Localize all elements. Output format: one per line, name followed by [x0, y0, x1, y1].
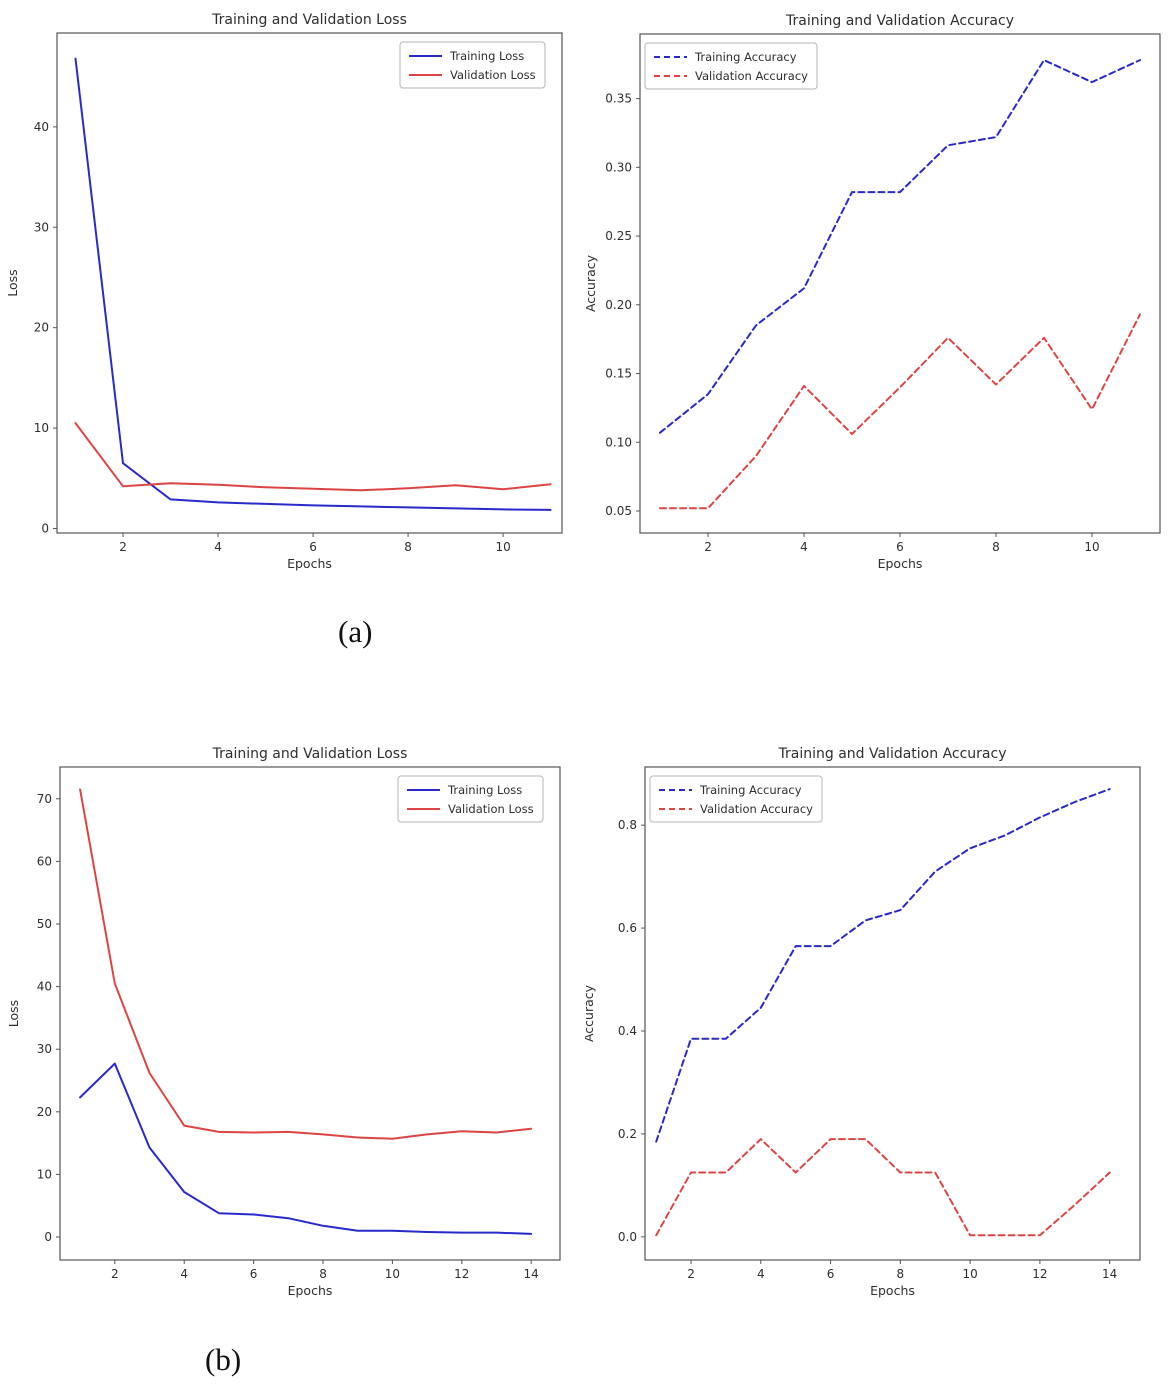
legend-box — [399, 41, 546, 89]
y-tick-label: 10 — [34, 421, 49, 435]
y-tick-label: 0.05 — [605, 504, 632, 518]
series-validation-loss — [79, 788, 533, 1140]
x-tick-label: 6 — [309, 540, 317, 554]
chart-title: Training and Validation Accuracy — [785, 13, 1014, 29]
series-validation-accuracy — [655, 1138, 1111, 1237]
x-tick-label: 6 — [896, 540, 904, 554]
y-tick-label: 50 — [37, 917, 52, 931]
x-tick-label: 12 — [1032, 1267, 1047, 1281]
x-tick-label: 12 — [454, 1267, 469, 1281]
x-tick-label: 10 — [962, 1267, 977, 1281]
y-tick-label: 20 — [34, 321, 49, 335]
y-tick-label: 0.4 — [618, 1024, 637, 1038]
plot-border — [639, 33, 1161, 534]
y-axis-label: Loss — [5, 269, 20, 296]
y-tick-label: 0.15 — [605, 367, 632, 381]
series-training-accuracy — [659, 59, 1141, 434]
x-tick-label: 6 — [250, 1267, 258, 1281]
legend-label-validation-loss: Validation Loss — [450, 68, 536, 82]
y-tick-label: 0 — [41, 521, 49, 535]
x-tick-label: 4 — [214, 540, 222, 554]
y-tick-label: 40 — [34, 120, 49, 134]
y-tick-label: 40 — [37, 980, 52, 994]
caption-a: (a) — [338, 614, 373, 649]
y-tick-label: 30 — [37, 1042, 52, 1056]
series-training-loss — [74, 57, 552, 511]
y-tick-label: 0.25 — [605, 229, 632, 243]
chart-title: Training and Validation Loss — [212, 746, 408, 762]
legend-box — [397, 775, 544, 823]
x-tick-label: 14 — [524, 1267, 539, 1281]
chart-title: Training and Validation Accuracy — [778, 746, 1007, 762]
x-tick-label: 8 — [404, 540, 412, 554]
x-tick-label: 8 — [992, 540, 1000, 554]
y-tick-label: 0.0 — [618, 1230, 637, 1244]
chart-canvas-a-accuracy: Training and Validation Accuracy 2 4 6 8 10 0.… — [583, 13, 1161, 571]
y-axis-label: Accuracy — [585, 984, 596, 1042]
x-tick-label: 6 — [827, 1267, 835, 1281]
plot-border — [56, 32, 563, 534]
chart-canvas-b-accuracy: Training and Validation Accuracy 2 4 6 8 10 12… — [581, 746, 1141, 1298]
y-tick-label: 0.35 — [605, 92, 632, 106]
y-axis-label: Loss — [6, 1000, 21, 1027]
caption-b: (b) — [205, 1342, 242, 1377]
chart-a-training-validation-accuracy: Training and Validation Accuracy 2 4 6 8 10 0.… — [583, 0, 1170, 624]
x-tick-label: 10 — [385, 1267, 400, 1281]
series-validation-loss — [74, 422, 552, 492]
y-tick-label: 0.2 — [618, 1127, 637, 1141]
chart-canvas-a-loss: Training and Validation Loss 2 4 6 8 10 0 10 20 3… — [5, 12, 563, 571]
legend-box — [644, 42, 818, 90]
plot-border — [59, 766, 561, 1261]
x-tick-label: 2 — [687, 1267, 695, 1281]
y-tick-label: 60 — [37, 854, 52, 868]
x-tick-label: 4 — [800, 540, 808, 554]
x-tick-label: 14 — [1102, 1267, 1117, 1281]
legend-box — [649, 775, 823, 823]
legend-label-training-loss: Training Loss — [449, 49, 524, 63]
y-tick-label: 70 — [37, 792, 52, 806]
x-tick-label: 10 — [1084, 540, 1099, 554]
x-axis-label: Epochs — [288, 1283, 333, 1298]
chart-canvas-b-loss: Training and Validation Loss 2 4 6 8 10 12 14 0 1… — [6, 746, 561, 1298]
x-tick-label: 2 — [704, 540, 712, 554]
y-tick-label: 30 — [34, 220, 49, 234]
y-tick-label: 0.20 — [605, 298, 632, 312]
plot-border — [644, 766, 1141, 1261]
chart-a-training-validation-loss: Training and Validation Loss 2 4 6 8 10 0 10 20 3… — [0, 0, 585, 624]
series-validation-accuracy — [659, 313, 1141, 510]
series-training-loss — [79, 1062, 533, 1235]
x-axis-label: Epochs — [878, 556, 923, 571]
legend-label-training-accuracy: Training Accuracy — [699, 783, 802, 797]
legend-label-validation-accuracy: Validation Accuracy — [695, 69, 808, 83]
y-tick-label: 0.30 — [605, 160, 632, 174]
legend-label-training-loss: Training Loss — [447, 783, 522, 797]
y-tick-label: 10 — [37, 1167, 52, 1181]
x-tick-label: 8 — [897, 1267, 905, 1281]
chart-b-training-validation-accuracy: Training and Validation Accuracy 2 4 6 8 10 12… — [581, 735, 1170, 1359]
x-tick-label: 8 — [319, 1267, 327, 1281]
x-tick-label: 4 — [757, 1267, 765, 1281]
legend-label-training-accuracy: Training Accuracy — [694, 50, 797, 64]
series-training-accuracy — [655, 788, 1111, 1143]
legend-label-validation-loss: Validation Loss — [448, 802, 534, 816]
x-tick-label: 2 — [111, 1267, 119, 1281]
x-tick-label: 2 — [119, 540, 127, 554]
y-tick-label: 0.8 — [618, 818, 637, 832]
chart-b-training-validation-loss: Training and Validation Loss 2 4 6 8 10 12 14 0 1… — [0, 735, 585, 1359]
y-axis-label: Accuracy — [585, 254, 598, 312]
x-axis-label: Epochs — [287, 556, 332, 571]
y-tick-label: 0.10 — [605, 435, 632, 449]
x-tick-label: 4 — [180, 1267, 188, 1281]
y-tick-label: 0.6 — [618, 921, 637, 935]
x-axis-label: Epochs — [870, 1283, 915, 1298]
y-tick-label: 20 — [37, 1105, 52, 1119]
x-tick-label: 10 — [495, 540, 510, 554]
legend-label-validation-accuracy: Validation Accuracy — [700, 802, 813, 816]
y-tick-label: 0 — [44, 1230, 52, 1244]
chart-title: Training and Validation Loss — [211, 12, 407, 28]
